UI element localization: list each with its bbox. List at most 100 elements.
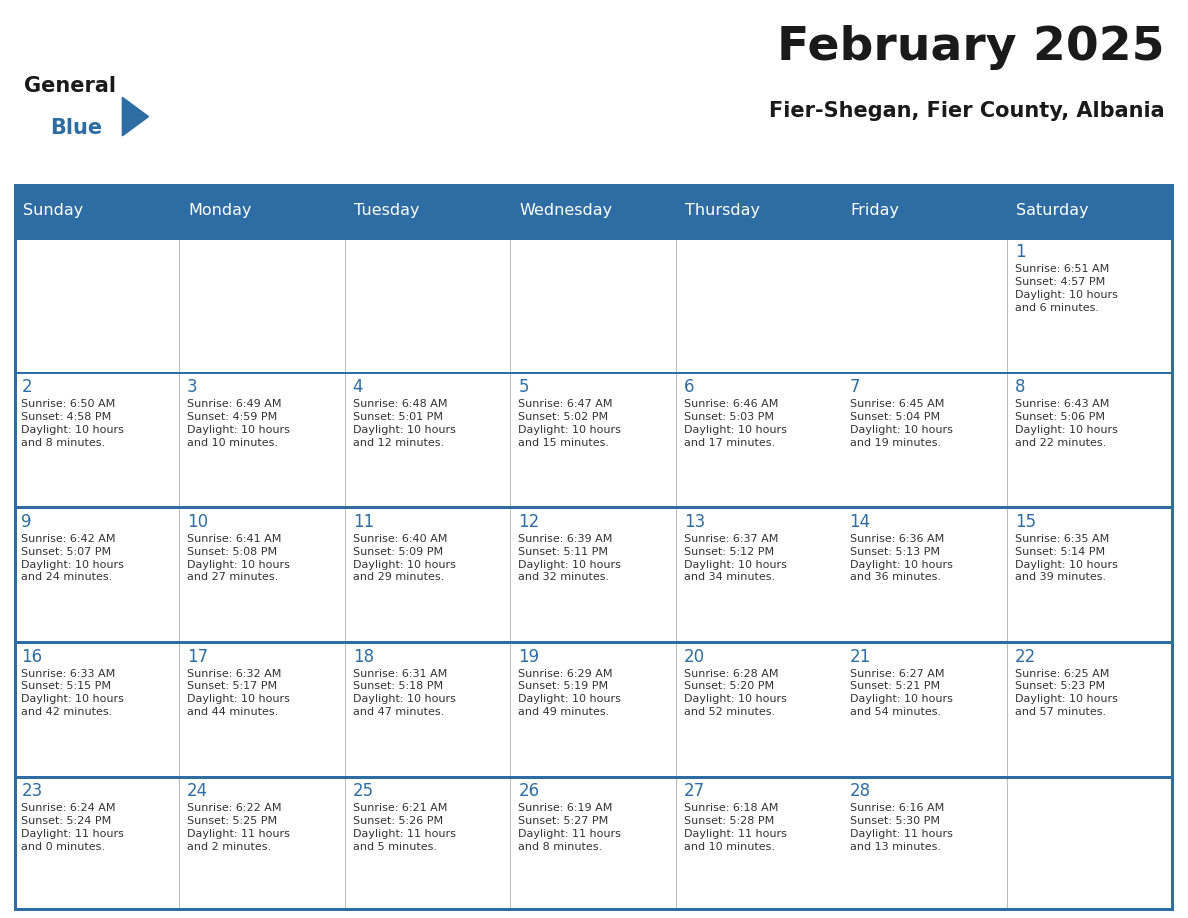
Bar — [14, 184, 179, 237]
Text: 20: 20 — [684, 647, 704, 666]
Bar — [179, 372, 346, 507]
Text: 2: 2 — [21, 378, 32, 396]
Bar — [14, 641, 1174, 644]
Bar — [1009, 641, 1174, 776]
Text: 7: 7 — [849, 378, 860, 396]
Bar — [179, 507, 346, 641]
Bar — [842, 372, 1009, 507]
Text: 19: 19 — [518, 647, 539, 666]
Bar — [1009, 184, 1174, 237]
Bar — [1009, 507, 1174, 641]
Text: Sunrise: 6:35 AM
Sunset: 5:14 PM
Daylight: 10 hours
and 39 minutes.: Sunrise: 6:35 AM Sunset: 5:14 PM Dayligh… — [1016, 534, 1118, 582]
Bar — [179, 237, 346, 372]
Text: Sunrise: 6:31 AM
Sunset: 5:18 PM
Daylight: 10 hours
and 47 minutes.: Sunrise: 6:31 AM Sunset: 5:18 PM Dayligh… — [353, 668, 455, 717]
Bar — [14, 908, 1174, 911]
Bar — [677, 776, 842, 911]
Text: Sunrise: 6:51 AM
Sunset: 4:57 PM
Daylight: 10 hours
and 6 minutes.: Sunrise: 6:51 AM Sunset: 4:57 PM Dayligh… — [1016, 264, 1118, 313]
Bar — [511, 237, 677, 372]
Text: Thursday: Thursday — [685, 203, 760, 218]
Bar — [14, 776, 1174, 778]
Bar — [179, 641, 346, 776]
Text: Sunday: Sunday — [23, 203, 83, 218]
Bar — [14, 641, 179, 776]
Text: Sunrise: 6:39 AM
Sunset: 5:11 PM
Daylight: 10 hours
and 32 minutes.: Sunrise: 6:39 AM Sunset: 5:11 PM Dayligh… — [518, 534, 621, 582]
Bar — [179, 776, 346, 911]
Text: 23: 23 — [21, 782, 43, 800]
Text: 12: 12 — [518, 513, 539, 531]
Text: Sunrise: 6:49 AM
Sunset: 4:59 PM
Daylight: 10 hours
and 10 minutes.: Sunrise: 6:49 AM Sunset: 4:59 PM Dayligh… — [187, 399, 290, 448]
Text: Blue: Blue — [50, 118, 102, 138]
Text: Saturday: Saturday — [1017, 203, 1089, 218]
Text: 25: 25 — [353, 782, 374, 800]
Bar — [842, 776, 1009, 911]
Text: Sunrise: 6:16 AM
Sunset: 5:30 PM
Daylight: 11 hours
and 13 minutes.: Sunrise: 6:16 AM Sunset: 5:30 PM Dayligh… — [849, 803, 953, 852]
Bar — [14, 507, 1174, 509]
Bar — [14, 184, 17, 911]
Text: 5: 5 — [518, 378, 529, 396]
Text: Sunrise: 6:28 AM
Sunset: 5:20 PM
Daylight: 10 hours
and 52 minutes.: Sunrise: 6:28 AM Sunset: 5:20 PM Dayligh… — [684, 668, 786, 717]
Text: 18: 18 — [353, 647, 374, 666]
Bar — [346, 507, 511, 641]
Text: 28: 28 — [849, 782, 871, 800]
Text: Tuesday: Tuesday — [354, 203, 419, 218]
Bar — [677, 372, 842, 507]
Text: Sunrise: 6:27 AM
Sunset: 5:21 PM
Daylight: 10 hours
and 54 minutes.: Sunrise: 6:27 AM Sunset: 5:21 PM Dayligh… — [849, 668, 953, 717]
Bar — [677, 507, 842, 641]
Text: Sunrise: 6:24 AM
Sunset: 5:24 PM
Daylight: 11 hours
and 0 minutes.: Sunrise: 6:24 AM Sunset: 5:24 PM Dayligh… — [21, 803, 125, 852]
Text: Sunrise: 6:25 AM
Sunset: 5:23 PM
Daylight: 10 hours
and 57 minutes.: Sunrise: 6:25 AM Sunset: 5:23 PM Dayligh… — [1016, 668, 1118, 717]
Text: 13: 13 — [684, 513, 706, 531]
Bar — [14, 507, 179, 641]
Text: Wednesday: Wednesday — [519, 203, 613, 218]
Bar — [179, 184, 346, 237]
Text: Sunrise: 6:29 AM
Sunset: 5:19 PM
Daylight: 10 hours
and 49 minutes.: Sunrise: 6:29 AM Sunset: 5:19 PM Dayligh… — [518, 668, 621, 717]
Text: 17: 17 — [187, 647, 208, 666]
Bar — [677, 184, 842, 237]
Bar — [1009, 776, 1174, 911]
Text: 16: 16 — [21, 647, 43, 666]
Text: Sunrise: 6:37 AM
Sunset: 5:12 PM
Daylight: 10 hours
and 34 minutes.: Sunrise: 6:37 AM Sunset: 5:12 PM Dayligh… — [684, 534, 786, 582]
Text: 3: 3 — [187, 378, 197, 396]
Text: 22: 22 — [1016, 647, 1036, 666]
Bar — [1171, 184, 1174, 911]
Text: 15: 15 — [1016, 513, 1036, 531]
Bar — [346, 776, 511, 911]
Text: February 2025: February 2025 — [777, 25, 1164, 70]
Bar — [511, 372, 677, 507]
Text: Sunrise: 6:40 AM
Sunset: 5:09 PM
Daylight: 10 hours
and 29 minutes.: Sunrise: 6:40 AM Sunset: 5:09 PM Dayligh… — [353, 534, 455, 582]
Text: Sunrise: 6:33 AM
Sunset: 5:15 PM
Daylight: 10 hours
and 42 minutes.: Sunrise: 6:33 AM Sunset: 5:15 PM Dayligh… — [21, 668, 125, 717]
Bar — [14, 237, 1174, 240]
Bar — [14, 237, 179, 372]
Bar — [511, 641, 677, 776]
Text: Sunrise: 6:22 AM
Sunset: 5:25 PM
Daylight: 11 hours
and 2 minutes.: Sunrise: 6:22 AM Sunset: 5:25 PM Dayligh… — [187, 803, 290, 852]
Bar — [1009, 237, 1174, 372]
Text: 8: 8 — [1016, 378, 1025, 396]
Text: Sunrise: 6:41 AM
Sunset: 5:08 PM
Daylight: 10 hours
and 27 minutes.: Sunrise: 6:41 AM Sunset: 5:08 PM Dayligh… — [187, 534, 290, 582]
Text: 11: 11 — [353, 513, 374, 531]
Text: 27: 27 — [684, 782, 704, 800]
Bar — [346, 237, 511, 372]
Text: 10: 10 — [187, 513, 208, 531]
Text: Sunrise: 6:45 AM
Sunset: 5:04 PM
Daylight: 10 hours
and 19 minutes.: Sunrise: 6:45 AM Sunset: 5:04 PM Dayligh… — [849, 399, 953, 448]
Bar — [842, 507, 1009, 641]
Bar — [14, 372, 179, 507]
Text: 9: 9 — [21, 513, 32, 531]
Text: 24: 24 — [187, 782, 208, 800]
Text: General: General — [24, 76, 115, 96]
Text: Sunrise: 6:50 AM
Sunset: 4:58 PM
Daylight: 10 hours
and 8 minutes.: Sunrise: 6:50 AM Sunset: 4:58 PM Dayligh… — [21, 399, 125, 448]
Bar — [346, 641, 511, 776]
Bar — [842, 237, 1009, 372]
Bar — [511, 507, 677, 641]
Polygon shape — [122, 97, 148, 136]
Bar — [677, 641, 842, 776]
Bar — [842, 641, 1009, 776]
Text: Sunrise: 6:43 AM
Sunset: 5:06 PM
Daylight: 10 hours
and 22 minutes.: Sunrise: 6:43 AM Sunset: 5:06 PM Dayligh… — [1016, 399, 1118, 448]
Text: Sunrise: 6:42 AM
Sunset: 5:07 PM
Daylight: 10 hours
and 24 minutes.: Sunrise: 6:42 AM Sunset: 5:07 PM Dayligh… — [21, 534, 125, 582]
Text: 4: 4 — [353, 378, 364, 396]
Bar — [511, 184, 677, 237]
Text: 1: 1 — [1016, 243, 1026, 262]
Text: Sunrise: 6:21 AM
Sunset: 5:26 PM
Daylight: 11 hours
and 5 minutes.: Sunrise: 6:21 AM Sunset: 5:26 PM Dayligh… — [353, 803, 455, 852]
Text: 6: 6 — [684, 378, 695, 396]
Text: 26: 26 — [518, 782, 539, 800]
Bar — [346, 184, 511, 237]
Text: 14: 14 — [849, 513, 871, 531]
